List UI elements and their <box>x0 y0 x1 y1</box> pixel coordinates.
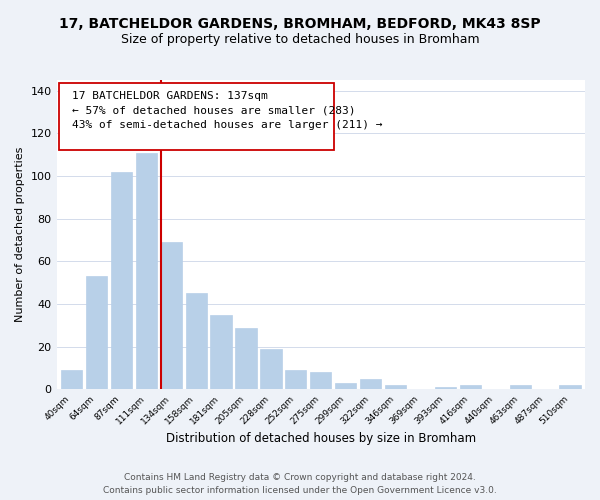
Bar <box>559 385 581 390</box>
Bar <box>435 388 456 390</box>
Bar <box>235 328 257 390</box>
FancyBboxPatch shape <box>59 83 334 150</box>
Text: Contains HM Land Registry data © Crown copyright and database right 2024.
Contai: Contains HM Land Registry data © Crown c… <box>103 473 497 495</box>
Bar <box>310 372 331 390</box>
Bar <box>385 385 406 390</box>
Bar <box>509 385 531 390</box>
Bar <box>136 152 157 390</box>
Bar <box>211 315 232 390</box>
Text: Size of property relative to detached houses in Bromham: Size of property relative to detached ho… <box>121 32 479 46</box>
Bar <box>61 370 82 390</box>
Bar <box>460 385 481 390</box>
Y-axis label: Number of detached properties: Number of detached properties <box>15 147 25 322</box>
Bar <box>360 379 381 390</box>
Bar <box>185 294 207 390</box>
Text: 17, BATCHELDOR GARDENS, BROMHAM, BEDFORD, MK43 8SP: 17, BATCHELDOR GARDENS, BROMHAM, BEDFORD… <box>59 18 541 32</box>
Text: 17 BATCHELDOR GARDENS: 137sqm
← 57% of detached houses are smaller (283)
43% of : 17 BATCHELDOR GARDENS: 137sqm ← 57% of d… <box>73 91 383 130</box>
X-axis label: Distribution of detached houses by size in Bromham: Distribution of detached houses by size … <box>166 432 476 445</box>
Bar <box>111 172 132 390</box>
Bar <box>260 349 281 390</box>
Bar <box>335 383 356 390</box>
Bar <box>285 370 307 390</box>
Bar <box>86 276 107 390</box>
Bar <box>161 242 182 390</box>
